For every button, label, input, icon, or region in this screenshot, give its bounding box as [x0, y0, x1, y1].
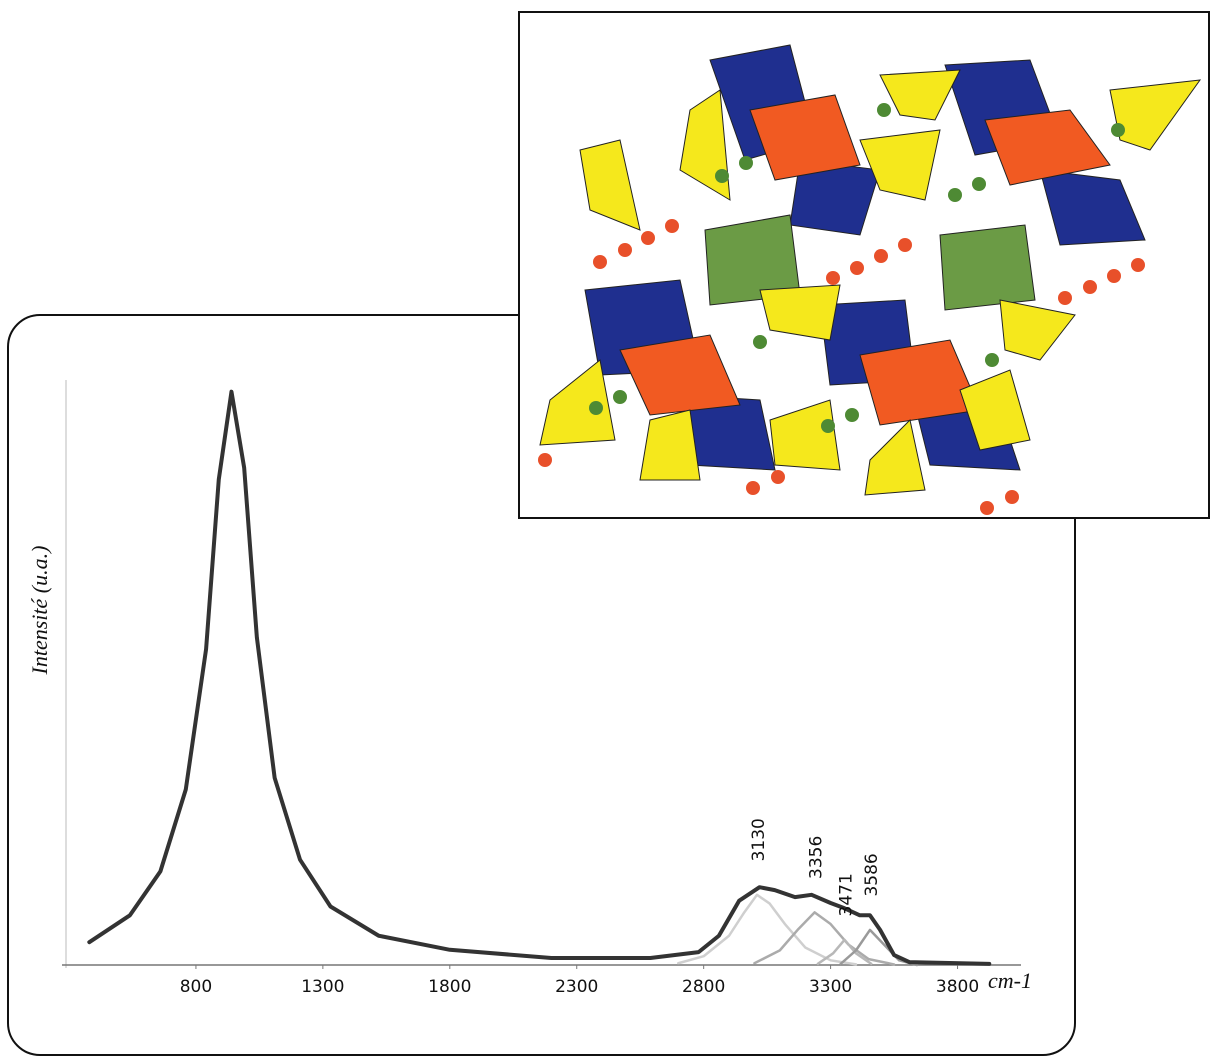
component-band	[677, 893, 858, 966]
x-tick-label: 1300	[301, 977, 344, 997]
component-band	[753, 911, 896, 966]
x-tick-label: 3300	[809, 977, 852, 997]
total-spectrum	[87, 389, 992, 966]
x-axis-label: cm-1	[988, 968, 1032, 993]
plot: 800 1300 1800 2300 2800 3300 3800	[62, 380, 1021, 997]
x-tick-label: 2800	[682, 977, 725, 997]
peak-annotation: 3471	[837, 873, 857, 916]
x-tick-label: 1800	[428, 977, 471, 997]
x-tick-label: 2300	[555, 977, 598, 997]
peak-annotation: 3130	[749, 818, 769, 861]
x-tick-label: 3800	[936, 977, 979, 997]
y-axis-label: Intensité (u.a.)	[27, 546, 52, 676]
x-tick-label: 800	[180, 977, 212, 997]
crystal-structure-inset	[518, 11, 1210, 519]
component-band	[839, 928, 919, 967]
peak-annotation: 3356	[807, 836, 827, 879]
peak-annotation: 3586	[862, 853, 882, 896]
component-band	[816, 938, 873, 966]
